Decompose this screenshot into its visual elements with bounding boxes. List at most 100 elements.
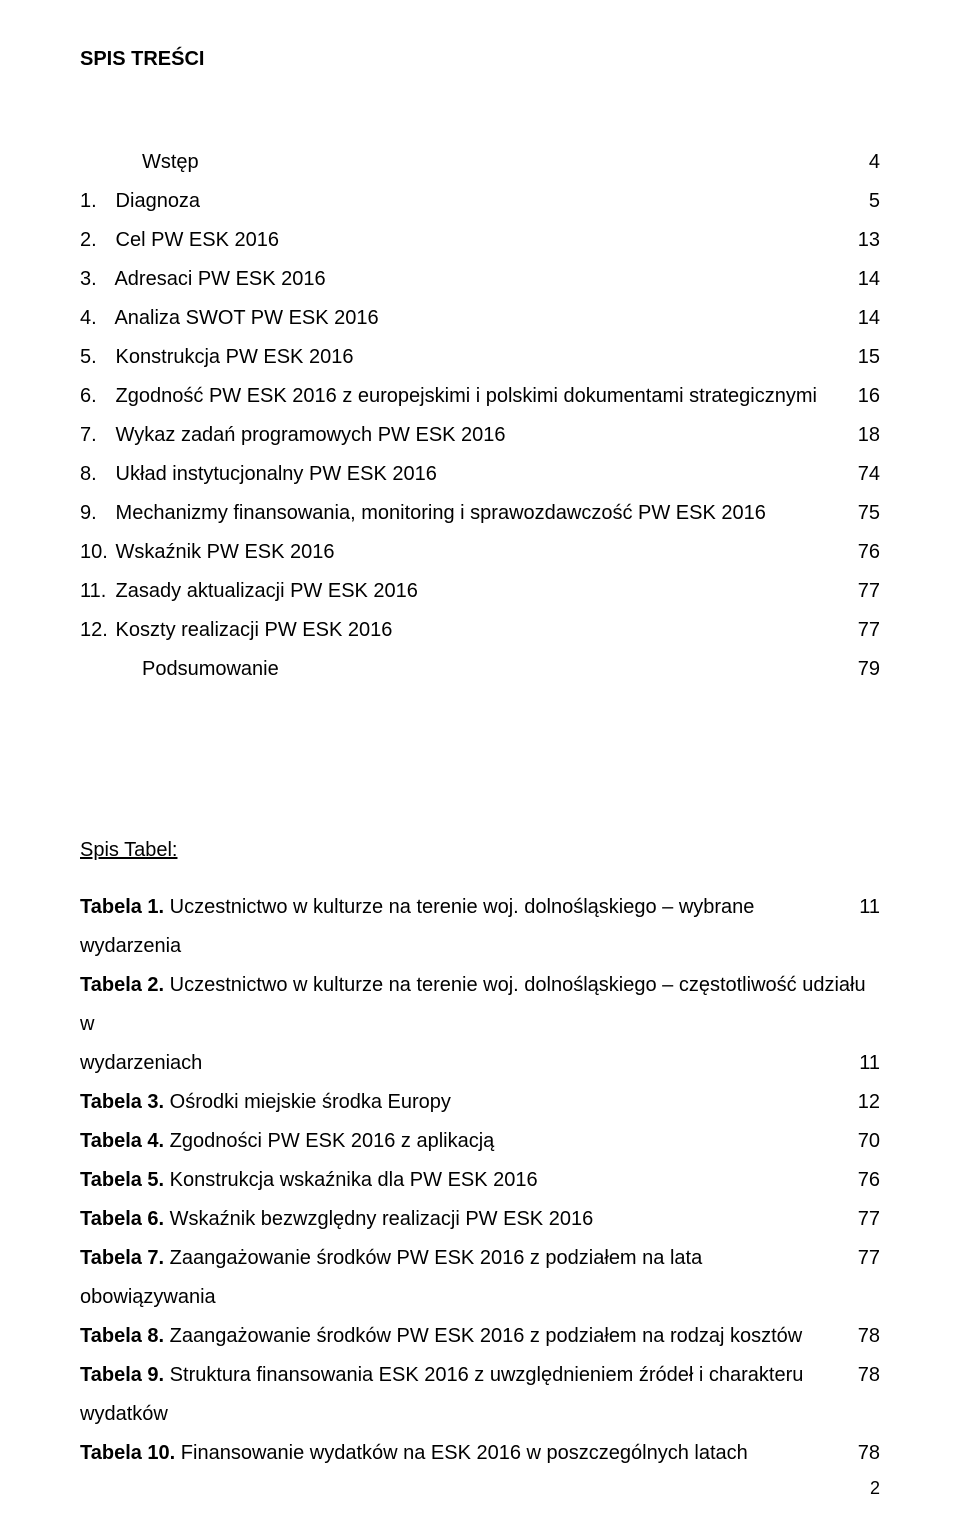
table-bold: Tabela 3.: [80, 1091, 164, 1113]
toc-text: Diagnoza: [110, 190, 200, 212]
table-label: Tabela 10. Finansowanie wydatków na ESK …: [80, 1434, 844, 1473]
toc-page: 15: [844, 338, 880, 377]
toc-number: 12.: [80, 611, 110, 650]
table-row: Tabela 7. Zaangażowanie środków PW ESK 2…: [80, 1239, 880, 1317]
toc-label: 6. Zgodność PW ESK 2016 z europejskimi i…: [80, 377, 844, 416]
table-bold: Tabela 6.: [80, 1208, 164, 1230]
toc-number: 8.: [80, 455, 110, 494]
table-label: Tabela 7. Zaangażowanie środków PW ESK 2…: [80, 1239, 844, 1317]
table-list: Tabela 1. Uczestnictwo w kulturze na ter…: [80, 888, 880, 1473]
toc-number: 5.: [80, 338, 110, 377]
table-row: Tabela 8. Zaangażowanie środków PW ESK 2…: [80, 1317, 880, 1356]
toc-number: 10.: [80, 533, 110, 572]
table-rest: Finansowanie wydatków na ESK 2016 w posz…: [175, 1442, 748, 1464]
table-row: Tabela 10. Finansowanie wydatków na ESK …: [80, 1434, 880, 1473]
toc-row: Wstęp4: [80, 143, 880, 182]
toc-page: 77: [844, 572, 880, 611]
toc-number: 3.: [80, 260, 110, 299]
toc-page: 14: [844, 260, 880, 299]
table-label: Tabela 9. Struktura finansowania ESK 201…: [80, 1356, 844, 1434]
toc-page: 74: [844, 455, 880, 494]
table-label: Tabela 4. Zgodności PW ESK 2016 z aplika…: [80, 1122, 844, 1161]
toc-label: 9. Mechanizmy finansowania, monitoring i…: [80, 494, 844, 533]
table-row: Tabela 4. Zgodności PW ESK 2016 z aplika…: [80, 1122, 880, 1161]
toc-page: 4: [844, 143, 880, 182]
toc-text: Wskaźnik PW ESK 2016: [110, 541, 335, 563]
table-row: Tabela 9. Struktura finansowania ESK 201…: [80, 1356, 880, 1434]
toc-number: 2.: [80, 221, 110, 260]
toc-row: 5. Konstrukcja PW ESK 201615: [80, 338, 880, 377]
table-rest: Struktura finansowania ESK 2016 z uwzglę…: [80, 1364, 803, 1425]
toc-label: 12. Koszty realizacji PW ESK 2016: [80, 611, 844, 650]
page-number: 2: [870, 1478, 880, 1499]
table-page: 77: [844, 1239, 880, 1278]
toc-text: Zgodność PW ESK 2016 z europejskimi i po…: [110, 385, 817, 407]
toc-row: 10. Wskaźnik PW ESK 201676: [80, 533, 880, 572]
table-label: Tabela 2. Uczestnictwo w kulturze na ter…: [80, 966, 880, 1044]
table-label: Tabela 6. Wskaźnik bezwzględny realizacj…: [80, 1200, 844, 1239]
table-page: 77: [844, 1200, 880, 1239]
toc-text: Zasady aktualizacji PW ESK 2016: [110, 580, 418, 602]
toc-row: 1. Diagnoza5: [80, 182, 880, 221]
toc-page: 75: [844, 494, 880, 533]
toc-row: 12. Koszty realizacji PW ESK 201677: [80, 611, 880, 650]
table-bold: Tabela 5.: [80, 1169, 164, 1191]
table-bold: Tabela 2.: [80, 974, 164, 996]
toc-page: 16: [844, 377, 880, 416]
toc-page: 18: [844, 416, 880, 455]
table-bold: Tabela 1.: [80, 896, 164, 918]
table-label: Tabela 8. Zaangażowanie środków PW ESK 2…: [80, 1317, 844, 1356]
table-page: 12: [844, 1083, 880, 1122]
page-title: SPIS TREŚCI: [80, 48, 880, 71]
table-page: 76: [844, 1161, 880, 1200]
table-row: Tabela 5. Konstrukcja wskaźnika dla PW E…: [80, 1161, 880, 1200]
toc-number: 6.: [80, 377, 110, 416]
toc-label: Wstęp: [80, 143, 844, 182]
toc-row: Podsumowanie79: [80, 650, 880, 689]
table-rest: Uczestnictwo w kulturze na terenie woj. …: [80, 974, 866, 1035]
toc-label: 8. Układ instytucjonalny PW ESK 2016: [80, 455, 844, 494]
table-row: Tabela 6. Wskaźnik bezwzględny realizacj…: [80, 1200, 880, 1239]
table-bold: Tabela 4.: [80, 1130, 164, 1152]
table-row: Tabela 1. Uczestnictwo w kulturze na ter…: [80, 888, 880, 966]
toc-label: 5. Konstrukcja PW ESK 2016: [80, 338, 844, 377]
toc-page: 5: [844, 182, 880, 221]
toc-row: 9. Mechanizmy finansowania, monitoring i…: [80, 494, 880, 533]
toc-text: Układ instytucjonalny PW ESK 2016: [110, 463, 437, 485]
toc-text: Mechanizmy finansowania, monitoring i sp…: [110, 502, 766, 524]
table-continuation: wydarzeniach: [80, 1044, 844, 1083]
toc-number: 9.: [80, 494, 110, 533]
table-bold: Tabela 8.: [80, 1325, 164, 1347]
toc-row: 2. Cel PW ESK 201613: [80, 221, 880, 260]
toc-label: Podsumowanie: [80, 650, 844, 689]
toc-number: 11.: [80, 572, 110, 611]
table-rest: Konstrukcja wskaźnika dla PW ESK 2016: [164, 1169, 538, 1191]
toc-page: 14: [844, 299, 880, 338]
toc-row: 4. Analiza SWOT PW ESK 201614: [80, 299, 880, 338]
toc-text: Adresaci PW ESK 2016: [110, 268, 326, 290]
table-page: 11: [844, 888, 880, 927]
toc-number: 7.: [80, 416, 110, 455]
toc-label: 3. Adresaci PW ESK 2016: [80, 260, 844, 299]
toc-label: 2. Cel PW ESK 2016: [80, 221, 844, 260]
table-label: Tabela 5. Konstrukcja wskaźnika dla PW E…: [80, 1161, 844, 1200]
table-page: 11: [844, 1044, 880, 1083]
toc-text: Wykaz zadań programowych PW ESK 2016: [110, 424, 506, 446]
table-page: 78: [844, 1317, 880, 1356]
table-page: 70: [844, 1122, 880, 1161]
toc-row: 11. Zasady aktualizacji PW ESK 201677: [80, 572, 880, 611]
toc-label: 11. Zasady aktualizacji PW ESK 2016: [80, 572, 844, 611]
table-page: 78: [844, 1434, 880, 1473]
toc-page: 13: [844, 221, 880, 260]
table-bold: Tabela 10.: [80, 1442, 175, 1464]
toc-row: 7. Wykaz zadań programowych PW ESK 20161…: [80, 416, 880, 455]
toc-text: Cel PW ESK 2016: [110, 229, 279, 251]
toc-number: 1.: [80, 182, 110, 221]
toc-label: 4. Analiza SWOT PW ESK 2016: [80, 299, 844, 338]
page: SPIS TREŚCI Wstęp41. Diagnoza52. Cel PW …: [0, 0, 960, 1523]
toc-label: 1. Diagnoza: [80, 182, 844, 221]
table-rest: Ośrodki miejskie środka Europy: [164, 1091, 451, 1113]
table-rest: Zaangażowanie środków PW ESK 2016 z podz…: [164, 1325, 802, 1347]
toc-label: 7. Wykaz zadań programowych PW ESK 2016: [80, 416, 844, 455]
toc-text: Konstrukcja PW ESK 2016: [110, 346, 353, 368]
